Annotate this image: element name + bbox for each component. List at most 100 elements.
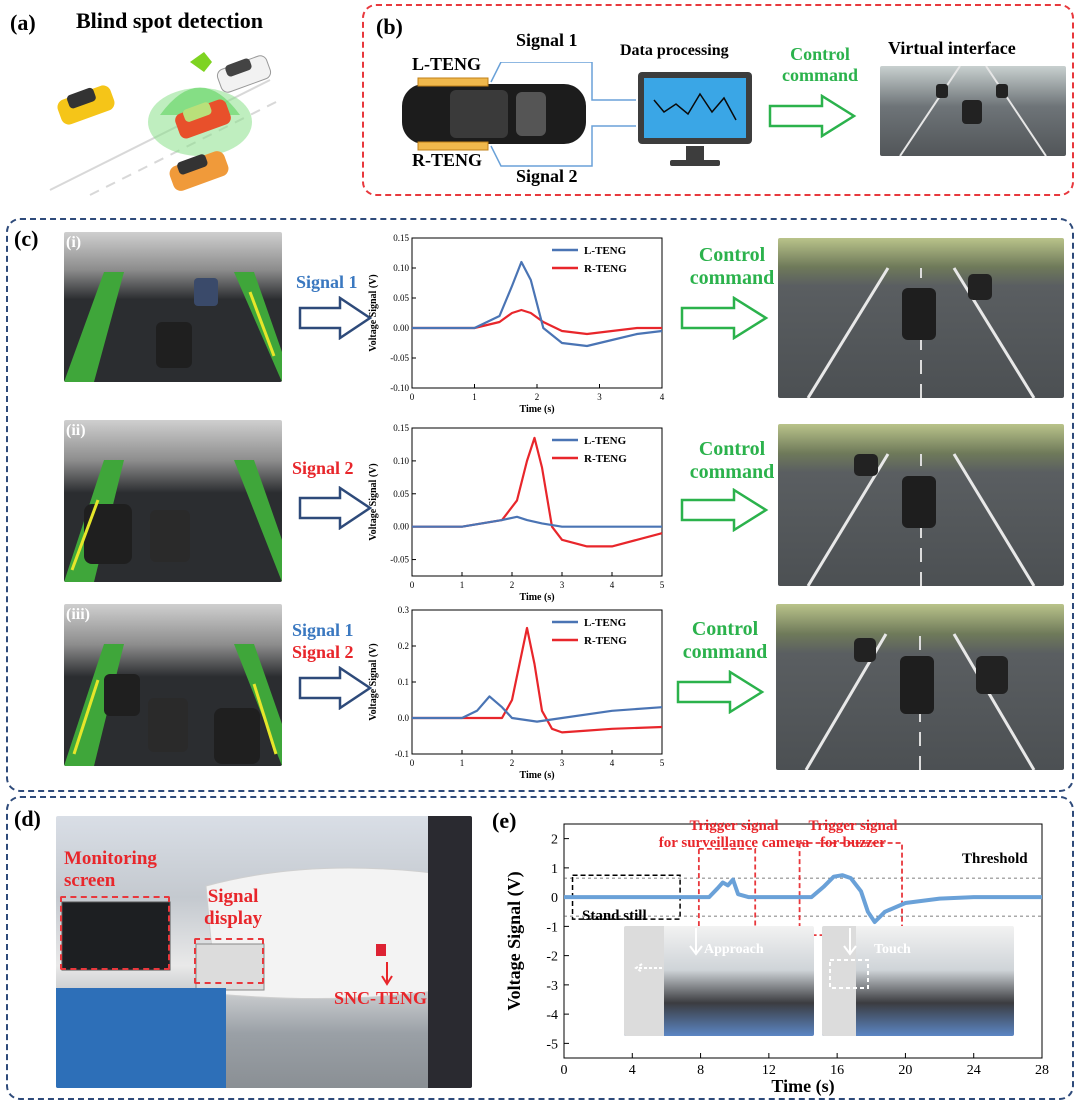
y-tick-label: -4 (546, 1008, 558, 1023)
panel-a-label: (a) (10, 10, 36, 35)
car-white (216, 55, 272, 93)
trigger-camera-line2: for surveillance camera (658, 835, 810, 851)
signal-display-box (194, 938, 264, 984)
signal-1-label: Signal 1 (516, 30, 578, 50)
y-tick-label: -0.05 (390, 353, 409, 363)
monitoring-line1: Monitoring (64, 848, 157, 869)
x-tick-label: 0 (561, 1063, 568, 1078)
signal-1-wire (490, 62, 636, 101)
plot-frame (563, 823, 1043, 1059)
signal-display-line1: Signal (207, 886, 259, 907)
x-tick-label: 3 (560, 580, 565, 590)
x-tick-label: 3 (560, 758, 565, 768)
panel-a-title: Blind spot detection (76, 8, 264, 33)
trigger-camera-label: Trigger signal for surveillance camera (654, 818, 814, 852)
x-tick-label: 5 (660, 580, 665, 590)
chart-c-i: 0 1 2 3 4 -0.10 -0.05 0.00 0.05 0.10 0.15 Time (s) V… (368, 233, 665, 415)
trigger-buzzer-line2: for buzzer (820, 835, 886, 851)
row-1-signal-a: Signal 1 (296, 272, 358, 292)
y-tick-label: -1 (546, 920, 558, 935)
monitor-icon (638, 72, 752, 166)
series-l-teng (412, 515, 662, 528)
chart-c-iii: 0 1 2 3 4 5 -0.1 0.0 0.1 0.2 0.3 Time (s) Voltage Si… (368, 605, 665, 781)
row-3-signal-b: Signal 2 (292, 642, 354, 662)
virtual-row-2 (778, 424, 1064, 586)
car-red (175, 99, 231, 139)
x-tick-label: 20 (898, 1063, 912, 1078)
y-tick-label: 0.15 (393, 423, 409, 433)
legend-label: L-TENG (584, 245, 627, 257)
arrow-row-3 (298, 666, 373, 710)
r-teng-label: R-TENG (412, 150, 483, 170)
sensor-icon (190, 52, 212, 72)
arrow-row-1 (298, 296, 373, 340)
photo-row-2 (64, 420, 282, 582)
control-command-b-line1: Control (790, 44, 850, 64)
x-tick-label: 2 (535, 392, 540, 402)
legend-label: L-TENG (584, 617, 627, 629)
threshold-label: Threshold (962, 851, 1028, 867)
y-tick-label: 0.3 (398, 605, 410, 615)
photo-approach (624, 926, 814, 1036)
x-tick-label: 1 (472, 392, 477, 402)
l-teng-label: L-TENG (412, 54, 482, 74)
y-axis-label: Voltage Signal (V) (368, 274, 379, 351)
row-3-command-line2: command (682, 641, 768, 663)
signal-2-label: Signal 2 (516, 166, 578, 186)
photo-panel-d (56, 816, 472, 1088)
control-command-b: Control command (780, 44, 860, 86)
control-command-row-2: Control command (684, 438, 780, 484)
y-axis-label: Voltage Signal (V) (368, 643, 379, 720)
series-l-teng (412, 260, 663, 348)
row-3-signal-a: Signal 1 (292, 620, 354, 640)
stand-still-label: Stand still (582, 908, 647, 924)
touch-label: Touch (874, 942, 911, 957)
monitoring-line2: screen (64, 870, 116, 891)
trigger-camera-line1: Trigger signal (689, 818, 779, 834)
row-2-signal-b: Signal 2 (292, 458, 354, 478)
x-tick-label: 24 (967, 1063, 981, 1078)
x-axis-label: Time (s) (771, 1076, 834, 1097)
trigger-camera-box (697, 847, 757, 937)
x-tick-label: 0 (410, 392, 415, 402)
trigger-buzzer-box (798, 842, 903, 937)
row-2-command-line1: Control (698, 438, 766, 460)
plot-frame (411, 427, 663, 577)
y-tick-label: -5 (546, 1037, 558, 1052)
x-tick-label: 28 (1035, 1063, 1049, 1078)
x-tick-label: 3 (597, 392, 602, 402)
legend-label: R-TENG (584, 263, 627, 275)
trigger-buzzer-line1: Trigger signal (808, 818, 898, 834)
y-tick-label: 0.0 (398, 713, 410, 723)
x-tick-label: 4 (610, 580, 615, 590)
virtual-interface-b (880, 66, 1066, 156)
chart-e: 0 4 8 12 16 20 24 28 2 1 0 -1 -2 -3 -4 -5 Time (s) Voltag… (504, 823, 1049, 1097)
legend-label: L-TENG (584, 435, 627, 447)
y-tick-label: 0.15 (393, 233, 409, 243)
x-tick-label: 8 (697, 1063, 704, 1078)
monitoring-screen-label: Monitoring screen (64, 848, 157, 892)
car-topview (402, 62, 636, 167)
y-tick-label: -0.1 (395, 749, 409, 759)
row-1-command-line2: command (689, 267, 775, 289)
row-1-tag: (i) (66, 234, 82, 251)
series-voltage (564, 873, 1042, 924)
y-tick-label: 0.00 (393, 522, 409, 532)
green-arrow-row-3 (676, 670, 765, 714)
y-tick-label: 0.00 (393, 323, 409, 333)
photo-touch (822, 926, 1014, 1036)
y-tick-label: 0.05 (393, 489, 409, 499)
x-axis-label: Time (s) (519, 770, 554, 781)
y-tick-label: 0 (551, 891, 558, 906)
y-tick-label: 0.05 (393, 293, 409, 303)
series-r-teng (412, 626, 663, 734)
arrow-b (768, 94, 857, 138)
legend-label: R-TENG (584, 635, 627, 647)
signal-display-line2: display (204, 908, 263, 929)
signal-2-wire (490, 125, 636, 167)
y-tick-label: -3 (546, 979, 558, 994)
signal-display-label: Signal display (204, 886, 262, 930)
y-tick-label: 0.1 (398, 677, 409, 687)
snc-teng-arrow (381, 962, 393, 986)
virtual-row-3 (776, 604, 1064, 770)
